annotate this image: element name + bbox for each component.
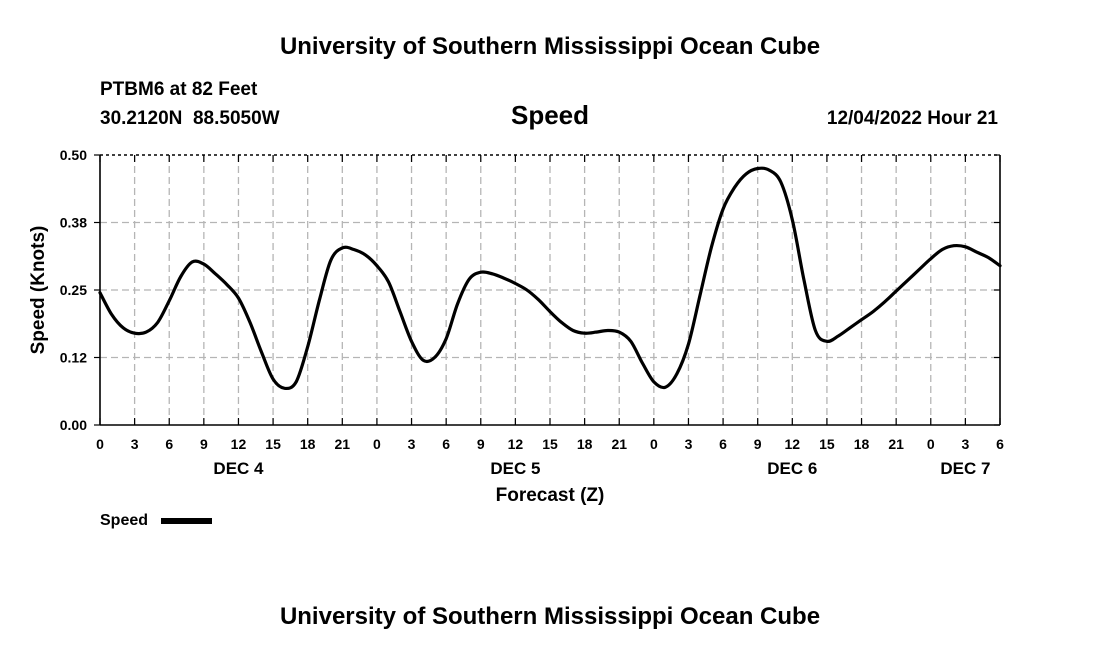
forecast-date: 12/04/2022 Hour 21 <box>827 108 999 129</box>
legend: Speed <box>100 512 212 529</box>
x-day-label: DEC 5 <box>490 459 540 478</box>
x-tick-label: 9 <box>477 436 485 452</box>
x-tick-label: 12 <box>785 436 801 452</box>
x-tick-label: 18 <box>577 436 593 452</box>
footer-title: University of Southern Mississippi Ocean… <box>280 603 820 630</box>
x-tick-label: 3 <box>961 436 969 452</box>
x-tick-label: 0 <box>927 436 935 452</box>
x-day-label: DEC 7 <box>940 459 990 478</box>
x-tick-label: 3 <box>685 436 693 452</box>
series-line-speed <box>98 166 1002 391</box>
station-label: PTBM6 at 82 Feet <box>100 79 258 100</box>
x-tick-label: 9 <box>200 436 208 452</box>
x-tick-label: 21 <box>335 436 351 452</box>
x-tick-label: 3 <box>408 436 416 452</box>
y-tick-label: 0.00 <box>60 417 87 433</box>
x-tick-label: 9 <box>754 436 762 452</box>
x-day-label: DEC 4 <box>213 459 264 478</box>
x-tick-label: 15 <box>265 436 281 452</box>
chart-main-title: University of Southern Mississippi Ocean… <box>280 33 820 60</box>
x-tick-label: 3 <box>131 436 139 452</box>
station-coordinates: 30.2120N 88.5050W <box>100 108 280 129</box>
x-axis-label: Forecast (Z) <box>496 485 605 506</box>
x-tick-label: 12 <box>231 436 247 452</box>
x-tick-label: 0 <box>650 436 658 452</box>
y-tick-label: 0.25 <box>60 282 87 298</box>
y-tick-label: 0.50 <box>60 147 87 163</box>
x-day-label: DEC 6 <box>767 459 817 478</box>
y-tick-label: 0.38 <box>60 215 87 231</box>
x-tick-label: 6 <box>996 436 1004 452</box>
y-tick-label: 0.12 <box>60 350 87 366</box>
y-axis-label: Speed (Knots) <box>28 226 49 355</box>
x-tick-label: 6 <box>719 436 727 452</box>
x-tick-label: 18 <box>300 436 316 452</box>
x-tick-label: 6 <box>165 436 173 452</box>
x-tick-label: 0 <box>373 436 381 452</box>
x-tick-label: 15 <box>819 436 835 452</box>
x-tick-label: 15 <box>542 436 558 452</box>
x-tick-label: 21 <box>611 436 627 452</box>
legend-label: Speed <box>100 512 148 529</box>
x-tick-label: 18 <box>854 436 870 452</box>
x-tick-label: 21 <box>888 436 904 452</box>
x-tick-label: 0 <box>96 436 104 452</box>
plot-area: 0 3 6 9 12 15 18 21 0 3 6 9 12 15 18 21 0 3 6 9 12 15 18 21 0 3 6 0… <box>60 147 1004 478</box>
x-tick-label: 12 <box>508 436 524 452</box>
x-tick-label: 6 <box>442 436 450 452</box>
chart-title: Speed <box>511 100 589 130</box>
